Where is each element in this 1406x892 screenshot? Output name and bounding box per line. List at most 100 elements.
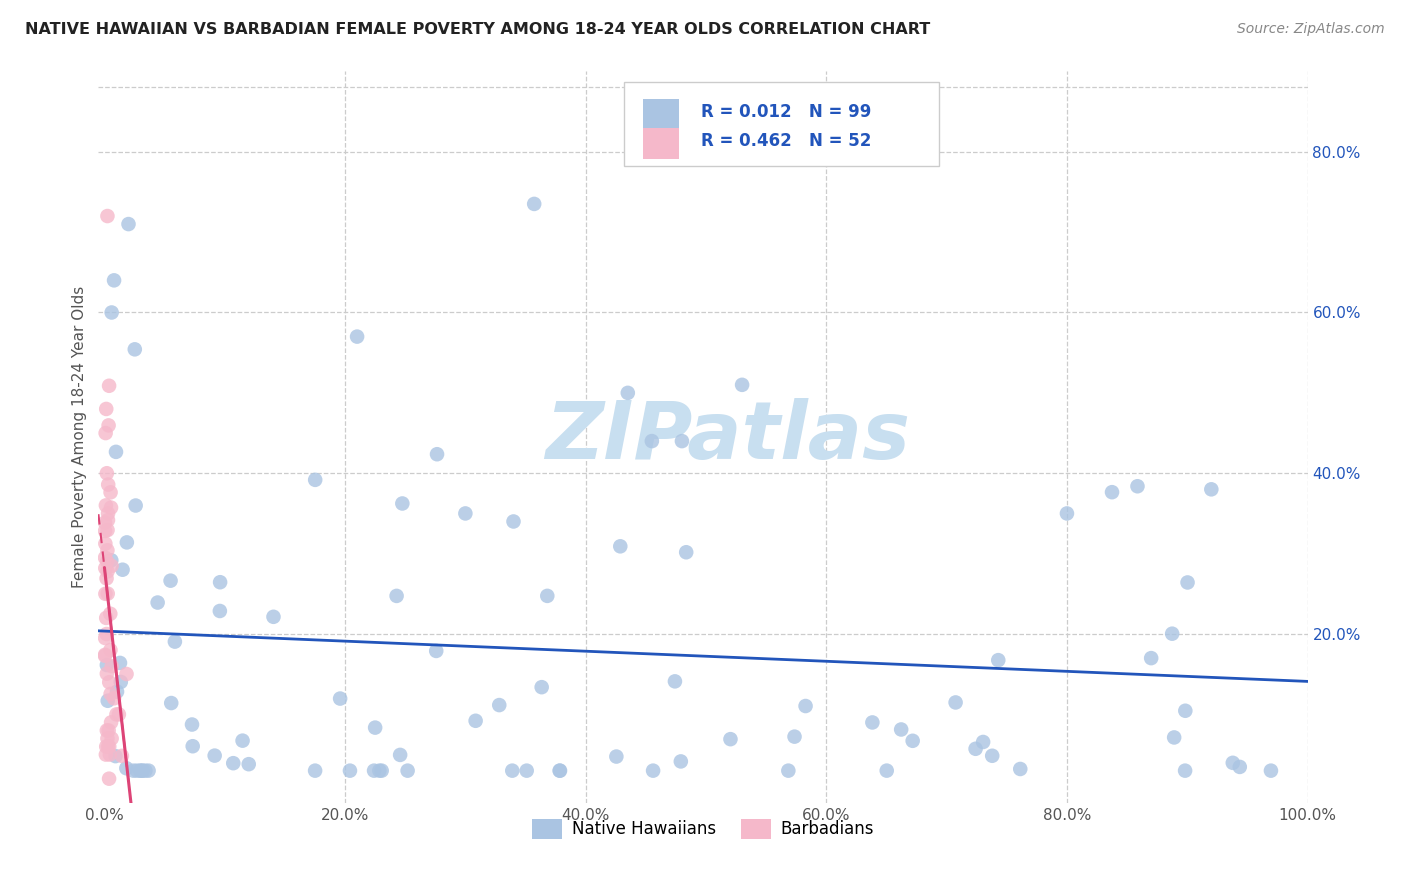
Point (876, 764, 898, 778)
Point (426, 447, 449, 461)
Point (794, 698, 817, 713)
Point (368, 764, 391, 778)
Point (890, 723, 912, 737)
Point (232, 733, 254, 747)
Point (1201, 483, 1223, 497)
Point (364, 721, 387, 735)
Point (104, 749, 127, 764)
Point (731, 377, 754, 392)
Point (98, 675, 121, 690)
Point (96, 731, 118, 746)
Point (115, 761, 138, 775)
Point (96, 611, 118, 625)
Point (97, 723, 120, 738)
Point (115, 535, 138, 549)
Point (1174, 704, 1197, 718)
Point (94, 425, 117, 440)
Point (643, 764, 665, 778)
Point (523, 197, 546, 211)
Point (96, 627, 118, 641)
Point (204, 748, 226, 763)
Point (96, 739, 118, 754)
Point (502, 515, 524, 529)
Point (1161, 626, 1184, 640)
Point (97, 739, 120, 754)
Point (1174, 764, 1197, 778)
Point (1222, 756, 1244, 770)
Point (159, 574, 181, 588)
Point (131, 764, 153, 778)
Point (100, 715, 122, 730)
Point (1010, 762, 1032, 776)
Point (860, 715, 883, 730)
Point (94, 536, 117, 550)
Point (97, 694, 120, 708)
Point (97, 418, 120, 433)
Point (108, 656, 131, 670)
Point (208, 604, 231, 618)
Y-axis label: Female Poverty Among 18-24 Year Olds: Female Poverty Among 18-24 Year Olds (72, 286, 87, 588)
Point (987, 653, 1010, 667)
Point (339, 764, 361, 778)
Point (972, 735, 994, 749)
Point (96, 723, 118, 738)
Point (97, 477, 120, 491)
Point (530, 680, 553, 694)
Point (1140, 651, 1163, 665)
Point (425, 644, 447, 658)
Point (675, 545, 697, 559)
Point (671, 434, 693, 449)
Point (1260, 764, 1282, 778)
Point (138, 764, 160, 778)
Point (304, 473, 326, 487)
Point (122, 764, 145, 778)
Point (346, 329, 368, 343)
Point (96, 543, 118, 558)
Point (94, 747, 117, 762)
Point (100, 305, 122, 319)
Legend: Native Hawaiians, Barbadians: Native Hawaiians, Barbadians (524, 812, 882, 846)
Point (238, 757, 260, 772)
Point (98, 739, 121, 754)
Point (103, 273, 125, 287)
Point (1177, 575, 1199, 590)
Point (304, 764, 326, 778)
Point (117, 217, 139, 231)
Point (94, 550, 117, 565)
Point (94, 516, 117, 530)
Point (111, 563, 134, 577)
Point (664, 674, 686, 689)
Point (94, 499, 117, 513)
Point (1229, 760, 1251, 774)
FancyBboxPatch shape (624, 82, 939, 167)
Point (548, 764, 571, 778)
Point (124, 499, 146, 513)
Point (124, 343, 146, 357)
Point (94, 561, 117, 575)
Point (617, 385, 640, 400)
Point (94, 587, 117, 601)
Point (96, 666, 118, 681)
Point (100, 558, 122, 573)
Point (111, 748, 134, 763)
Point (100, 731, 122, 746)
Point (97, 586, 120, 600)
Point (1126, 479, 1149, 493)
Point (488, 698, 510, 712)
FancyBboxPatch shape (643, 128, 679, 159)
FancyBboxPatch shape (643, 99, 679, 130)
Point (609, 539, 631, 553)
Point (115, 667, 138, 681)
Point (1163, 731, 1185, 745)
Point (129, 764, 152, 778)
Point (389, 747, 412, 762)
Point (98, 378, 121, 392)
Point (783, 730, 806, 744)
Text: Source: ZipAtlas.com: Source: ZipAtlas.com (1237, 22, 1385, 37)
Point (160, 696, 183, 710)
Point (778, 764, 800, 778)
Text: NATIVE HAWAIIAN VS BARBADIAN FEMALE POVERTY AMONG 18-24 YEAR OLDS CORRELATION CH: NATIVE HAWAIIAN VS BARBADIAN FEMALE POVE… (25, 22, 931, 37)
Point (945, 695, 967, 709)
Point (100, 485, 122, 500)
Point (181, 739, 204, 754)
